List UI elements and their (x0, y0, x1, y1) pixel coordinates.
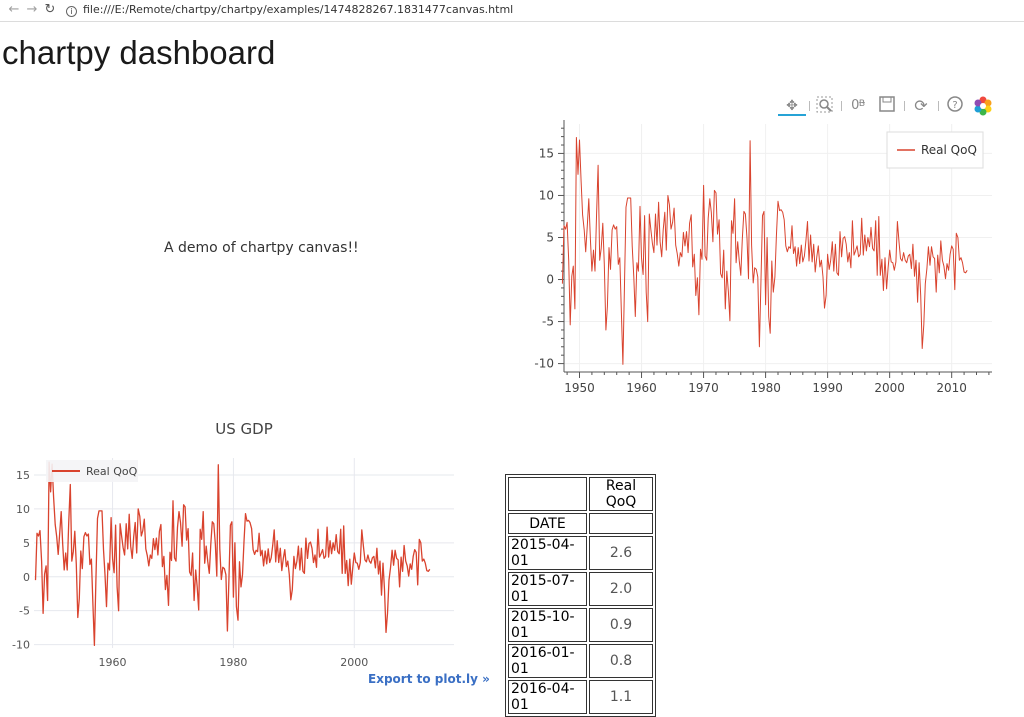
legend-label: Real QoQ (86, 465, 138, 478)
y-tick-label: -10 (534, 357, 554, 371)
browser-address-bar: ← → ↻ i file:///E:/Remote/chartpy/chartpy… (0, 0, 1024, 22)
page-title: chartpy dashboard (2, 34, 276, 71)
series-line-real-qoq (34, 461, 431, 646)
bokeh-line-chart[interactable]: 1950 1960 1970 1980 1990 2000 2010 -10 -5 0 5 10 15 R… (528, 116, 998, 398)
box-zoom-icon[interactable] (814, 96, 836, 116)
y-tick-label: 5 (23, 537, 30, 550)
index-header: DATE (508, 513, 587, 534)
data-table: Real QoQ DATE 2015-04-01 2.6 2015-07-01 2.… (505, 474, 656, 717)
x-tick-label: 1950 (564, 381, 595, 395)
x-tick-label: 1980 (219, 656, 247, 669)
forward-icon[interactable]: → (26, 2, 38, 17)
table-row: 2016-04-01 1.1 (508, 680, 653, 714)
toolbar-divider (938, 101, 939, 111)
y-tick-label: -10 (12, 639, 30, 652)
x-tick-label: 2000 (340, 656, 368, 669)
y-tick-label: 10 (539, 188, 554, 202)
column-header: Real QoQ (589, 477, 653, 511)
plotly-line-chart[interactable]: US GDP 1960 1980 2000 -10 -5 0 5 10 15 Real QoQ (0, 412, 470, 674)
y-tick-label: 5 (546, 230, 554, 244)
y-tick-label: 15 (16, 469, 30, 482)
x-tick-label: 1960 (99, 656, 127, 669)
table-row: 2015-07-01 2.0 (508, 572, 653, 606)
reload-icon[interactable]: ↻ (44, 2, 56, 17)
table-date-cell: 2016-04-01 (508, 680, 587, 714)
y-tick-label: 0 (23, 571, 30, 584)
table-value-cell: 0.9 (589, 608, 653, 642)
x-tick-label: 1960 (626, 381, 657, 395)
table-value-cell: 2.6 (589, 536, 653, 570)
legend-box (46, 460, 138, 482)
y-tick-label: -5 (19, 605, 30, 618)
table-corner-cell (508, 477, 587, 511)
pan-icon[interactable]: ✥ (778, 96, 806, 116)
url-text: file:///E:/Remote/chartpy/chartpy/exampl… (83, 3, 514, 16)
y-tick-label: 10 (16, 503, 30, 516)
table-value-cell: 2.0 (589, 572, 653, 606)
toolbar-divider (904, 101, 905, 111)
y-tick-label: -5 (542, 315, 554, 329)
table-date-cell: 2016-01-01 (508, 644, 587, 678)
demo-text: A demo of chartpy canvas!! (164, 240, 359, 256)
toolbar-divider (809, 101, 810, 111)
info-icon[interactable]: i (66, 6, 77, 17)
x-tick-label: 1980 (750, 381, 781, 395)
legend-label: Real QoQ (921, 143, 977, 157)
series-line-real-qoq (561, 137, 968, 365)
table-date-cell: 2015-10-01 (508, 608, 587, 642)
export-to-plotly-link[interactable]: Export to plot.ly » (368, 672, 490, 686)
toolbar-divider (841, 101, 842, 111)
y-tick-label: 15 (539, 146, 554, 160)
table-row: 2015-04-01 2.6 (508, 536, 653, 570)
y-tick-label: 0 (546, 273, 554, 287)
x-tick-label: 2000 (874, 381, 905, 395)
x-tick-label: 1970 (688, 381, 719, 395)
back-icon[interactable]: ← (8, 2, 20, 17)
table-row: 2015-10-01 0.9 (508, 608, 653, 642)
table-value-cell: 0.8 (589, 644, 653, 678)
x-tick-label: 2010 (936, 381, 967, 395)
table-index-header-row: DATE (508, 513, 653, 534)
svg-text:?: ? (952, 100, 957, 111)
table-value-cell: 1.1 (589, 680, 653, 714)
table-date-cell: 2015-07-01 (508, 572, 587, 606)
table-header-row: Real QoQ (508, 477, 653, 511)
url-field[interactable]: i file:///E:/Remote/chartpy/chartpy/examp… (60, 1, 1024, 19)
chart-title: US GDP (215, 420, 273, 438)
x-tick-label: 1990 (812, 381, 843, 395)
table-row: 2016-01-01 0.8 (508, 644, 653, 678)
table-empty-cell (589, 513, 653, 534)
wheel-zoom-icon[interactable]: 0ᴯ (851, 98, 865, 113)
bokeh-logo-icon[interactable] (972, 96, 994, 116)
help-icon[interactable]: ? (944, 96, 966, 116)
save-icon[interactable] (876, 96, 898, 116)
table-date-cell: 2015-04-01 (508, 536, 587, 570)
reset-icon[interactable]: ⟳ (914, 96, 928, 115)
